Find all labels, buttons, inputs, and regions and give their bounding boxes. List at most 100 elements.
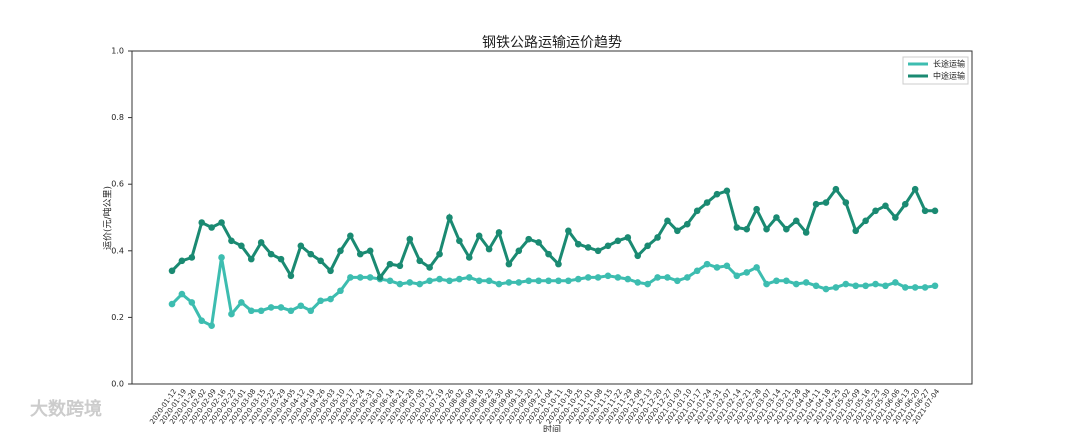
data-point [525,235,533,243]
data-point [812,282,820,290]
data-point [743,269,751,276]
data-point [892,214,899,221]
data-point [574,275,582,283]
data-point [277,304,285,311]
legend-box [902,56,969,85]
data-point [664,217,671,225]
data-point [198,219,206,226]
data-point [198,317,206,325]
data-point [406,279,414,286]
data-point [436,275,443,283]
data-point [247,255,255,263]
data-point [426,277,433,285]
data-point [495,229,503,236]
data-point [842,280,850,288]
data-point [733,224,741,231]
data-point [674,277,681,285]
data-point [495,280,503,288]
data-point [396,280,404,288]
data-point [228,237,235,245]
data-point [792,217,800,225]
data-point [416,280,424,288]
data-point [862,282,869,290]
data-point [456,275,463,283]
data-point [307,307,315,315]
data-point [485,277,493,285]
data-point [307,250,315,258]
data-point [327,295,334,303]
data-point [604,242,612,250]
y-tick-label: 0.6 [111,180,124,189]
data-point [713,190,721,198]
plot-frame [131,50,973,385]
data-point [465,274,473,281]
data-point [624,275,632,283]
data-point [911,284,919,291]
data-point [465,254,473,261]
data-point [505,260,513,268]
data-point [921,284,929,291]
data-point [664,274,671,281]
data-point [287,307,295,315]
data-point [565,227,572,235]
data-point [882,282,889,290]
data-point [872,207,879,215]
data-point [337,287,344,295]
data-point [644,242,651,250]
data-point [446,214,453,221]
data-point [238,242,245,250]
data-point [238,299,245,306]
data-point [218,254,225,261]
data-point [674,227,681,235]
data-point [416,257,424,265]
data-point [812,200,820,208]
data-point [386,260,394,268]
data-point [802,279,810,286]
data-point [654,234,661,241]
legend-label: 中途运输 [933,71,965,81]
data-point [753,264,760,271]
y-tick-label: 1.0 [111,47,124,56]
data-point [436,250,443,258]
data-point [852,282,860,290]
data-point [485,245,493,253]
data-point [901,284,909,291]
data-point [614,237,622,245]
data-point [525,277,533,285]
data-point [188,254,196,261]
data-point [783,225,790,233]
data-point [366,247,374,255]
data-point [931,282,939,290]
data-point [228,310,235,318]
data-point [901,200,909,208]
data-point [545,250,552,258]
data-point [208,322,215,330]
data-point [852,227,860,235]
data-point [267,250,275,258]
data-point [287,272,295,280]
data-point [773,214,780,221]
data-point [555,277,562,285]
data-point [555,260,562,268]
data-point [783,277,790,285]
data-point [763,280,770,288]
data-point [763,225,770,233]
data-point [773,277,780,285]
data-point [743,225,751,233]
data-point [188,299,196,306]
data-point [693,267,701,275]
data-point [257,239,265,246]
data-point [634,252,642,260]
data-point [634,279,642,286]
data-point [545,277,552,285]
y-tick-label: 0.4 [111,246,124,255]
data-point [644,280,651,288]
data-point [584,274,592,281]
data-point [535,277,542,285]
data-point [733,272,741,280]
legend-label: 长途运输 [933,59,965,69]
data-point [614,274,622,281]
data-point [872,280,879,288]
data-point [456,237,463,245]
